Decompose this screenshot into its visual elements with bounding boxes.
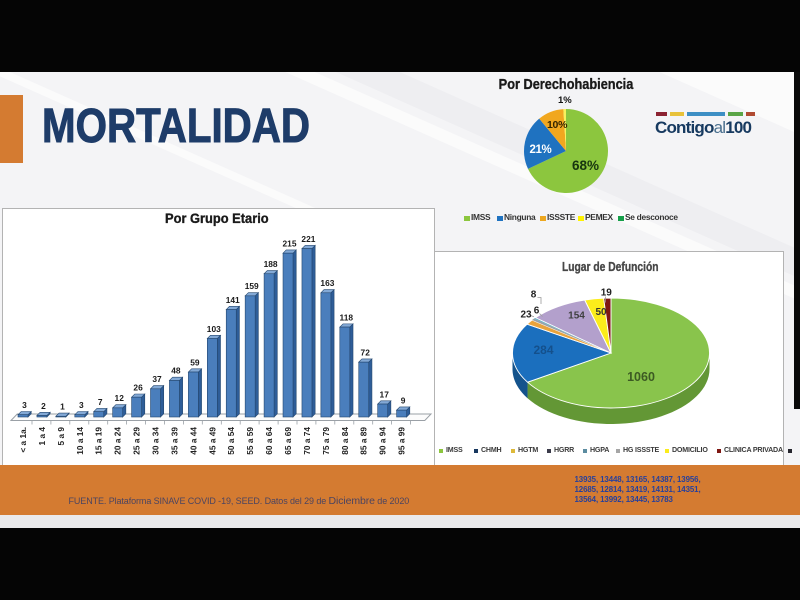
svg-text:48: 48 <box>171 366 181 376</box>
svg-text:30 a 34: 30 a 34 <box>151 427 161 455</box>
svg-text:60 a 64: 60 a 64 <box>264 427 274 455</box>
svg-text:1: 1 <box>60 402 65 412</box>
svg-text:188: 188 <box>264 259 278 269</box>
svg-text:35 a 39: 35 a 39 <box>169 427 179 455</box>
svg-text:9: 9 <box>401 395 406 405</box>
svg-text:85 a 89: 85 a 89 <box>359 427 369 455</box>
svg-text:215: 215 <box>283 239 297 249</box>
svg-text:< a 1a.: < a 1a. <box>18 427 28 453</box>
svg-text:40 a 44: 40 a 44 <box>188 427 198 455</box>
svg-text:23: 23 <box>520 310 532 321</box>
svg-text:141: 141 <box>226 295 240 305</box>
svg-text:8: 8 <box>531 290 537 301</box>
svg-text:3: 3 <box>22 400 27 410</box>
svg-text:163: 163 <box>320 278 334 288</box>
svg-text:6: 6 <box>534 306 540 317</box>
svg-text:95 a 99: 95 a 99 <box>397 427 407 455</box>
svg-text:50 a 54: 50 a 54 <box>226 427 236 455</box>
svg-text:3: 3 <box>79 400 84 410</box>
svg-text:26: 26 <box>133 383 143 393</box>
svg-text:12: 12 <box>115 393 125 403</box>
svg-text:10 a 14: 10 a 14 <box>75 427 85 455</box>
svg-text:90 a 94: 90 a 94 <box>378 427 388 455</box>
svg-text:284: 284 <box>533 343 553 357</box>
svg-text:20 a 24: 20 a 24 <box>113 427 123 455</box>
svg-text:59: 59 <box>190 357 200 367</box>
svg-text:19: 19 <box>601 288 613 299</box>
svg-text:15 a 19: 15 a 19 <box>94 427 104 455</box>
svg-text:72: 72 <box>361 347 371 357</box>
svg-text:17: 17 <box>380 389 390 399</box>
svg-text:75 a 79: 75 a 79 <box>321 427 331 455</box>
svg-text:55 a 59: 55 a 59 <box>245 427 255 455</box>
svg-text:25 a 29: 25 a 29 <box>132 427 142 455</box>
svg-text:45 a 49: 45 a 49 <box>207 427 217 455</box>
svg-text:1 a 4: 1 a 4 <box>37 427 47 446</box>
svg-text:37: 37 <box>152 374 162 384</box>
svg-text:7: 7 <box>98 397 103 407</box>
svg-text:50: 50 <box>595 307 607 318</box>
svg-text:103: 103 <box>207 324 221 334</box>
svg-text:159: 159 <box>245 281 259 291</box>
svg-text:154: 154 <box>568 311 585 322</box>
svg-text:80 a 84: 80 a 84 <box>340 427 350 455</box>
svg-text:5 a 9: 5 a 9 <box>56 427 66 446</box>
svg-text:118: 118 <box>340 312 354 322</box>
svg-text:65 a 69: 65 a 69 <box>283 427 293 455</box>
svg-text:1060: 1060 <box>627 370 655 384</box>
svg-text:2: 2 <box>41 401 46 411</box>
svg-text:221: 221 <box>301 234 315 244</box>
svg-text:70 a 74: 70 a 74 <box>302 427 312 455</box>
